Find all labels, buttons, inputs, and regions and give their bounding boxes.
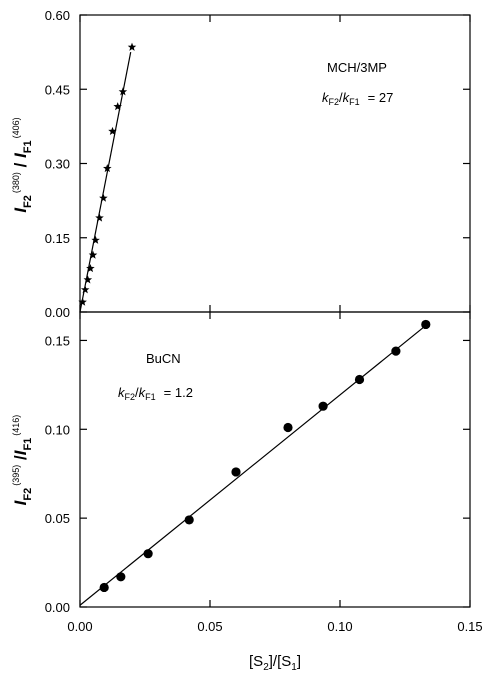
x-tick-label: 0.15 xyxy=(457,619,482,634)
top-annotation-solvent: MCH/3MP xyxy=(327,60,387,75)
circle-data-point xyxy=(391,346,401,356)
top-panel-points xyxy=(78,42,137,306)
bottom-y-tick-label: 0.15 xyxy=(45,333,70,348)
circle-data-point xyxy=(99,582,109,593)
star-data-point xyxy=(91,235,100,244)
circle-data-point xyxy=(318,401,328,411)
x-tick-label: 0.10 xyxy=(327,619,352,634)
top-panel-ticks: 0.00 0.15 0.30 0.45 0.60 xyxy=(45,8,471,320)
bottom-annotation-ratio: kF2/kF1 = 1.2 xyxy=(118,385,193,402)
top-annotation-ratio: kF2/kF1 = 27 xyxy=(322,90,393,107)
top-y-tick-label: 0.60 xyxy=(45,8,70,23)
circle-data-point xyxy=(143,549,153,559)
top-y-axis-title: IF2(380) / IF1(406) xyxy=(11,117,34,212)
star-data-point xyxy=(83,275,93,284)
star-data-point xyxy=(86,263,95,273)
top-y-tick-label: 0.00 xyxy=(45,305,70,320)
bottom-y-tick-label: 0.00 xyxy=(45,600,70,615)
bottom-panel-frame xyxy=(79,311,471,608)
star-data-point xyxy=(99,193,108,202)
star-data-point xyxy=(95,213,104,222)
star-data-point xyxy=(103,163,112,173)
bottom-panel-ticks: 0.00 0.05 0.10 0.15 0.00 0.05 0.10 0.15 xyxy=(45,312,483,634)
circle-data-point xyxy=(283,422,293,433)
x-tick-label: 0.05 xyxy=(197,619,222,634)
star-data-point xyxy=(108,126,117,135)
bottom-panel-points xyxy=(99,319,431,593)
circle-data-point xyxy=(231,467,241,477)
top-y-tick-label: 0.30 xyxy=(45,157,70,172)
bottom-y-tick-label: 0.05 xyxy=(45,511,70,526)
x-axis-title: [S2]/[S1] xyxy=(249,653,301,673)
x-tick-label: 0.00 xyxy=(67,619,92,634)
circle-data-point xyxy=(354,374,365,385)
bottom-y-axis-title: IF2(395) /IF1(416) xyxy=(11,415,34,506)
bottom-annotation-solvent: BuCN xyxy=(146,351,181,366)
circle-data-point xyxy=(116,572,126,582)
bottom-panel-fit-line xyxy=(79,323,428,606)
top-y-tick-label: 0.45 xyxy=(45,82,70,97)
bottom-y-tick-label: 0.10 xyxy=(45,422,70,437)
star-data-point xyxy=(80,285,90,294)
top-panel-frame xyxy=(79,14,471,313)
star-data-point xyxy=(127,42,137,51)
star-data-point xyxy=(113,102,122,111)
star-data-point xyxy=(118,87,128,96)
star-data-point xyxy=(88,250,98,259)
circle-data-point xyxy=(184,515,194,525)
star-data-point xyxy=(78,297,87,306)
circle-data-point xyxy=(421,319,431,330)
top-y-tick-label: 0.15 xyxy=(45,231,70,246)
